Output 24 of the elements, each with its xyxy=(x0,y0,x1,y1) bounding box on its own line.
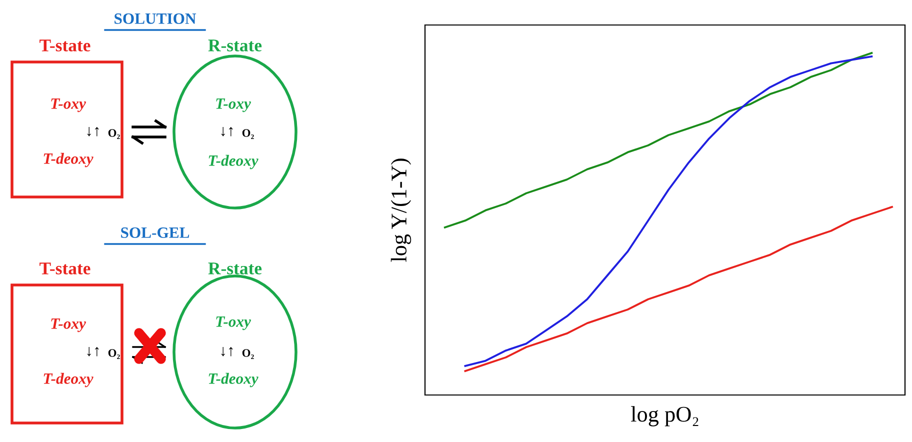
text: T-state xyxy=(40,262,90,274)
text: O₂ xyxy=(242,349,254,360)
text: ↓↑ xyxy=(87,126,99,136)
text: T-oxy xyxy=(51,318,86,332)
text: O₂ xyxy=(108,129,120,140)
x-axis-title: log pO₂ xyxy=(631,406,698,426)
text: O₂ xyxy=(242,129,254,140)
text: T-deoxy xyxy=(44,152,94,168)
text: T-oxy xyxy=(216,316,251,330)
text: O₂ xyxy=(108,349,120,360)
text: R-state xyxy=(208,40,262,52)
y-axis-title: log Y/(1-Y) xyxy=(390,158,412,262)
text: ↓↑ xyxy=(221,346,233,356)
text: R-state xyxy=(208,262,262,274)
text: T-oxy xyxy=(216,98,251,112)
text: ↓↑ xyxy=(87,346,99,356)
text: T-deoxy xyxy=(208,372,258,388)
text: T-deoxy xyxy=(208,154,258,170)
text: T-oxy xyxy=(51,98,86,112)
text: ↓↑ xyxy=(221,126,233,136)
text: T-deoxy xyxy=(44,372,94,388)
text: T-state xyxy=(40,40,90,52)
text: SOL-GEL xyxy=(121,227,190,238)
text: SOLUTION xyxy=(114,13,196,24)
